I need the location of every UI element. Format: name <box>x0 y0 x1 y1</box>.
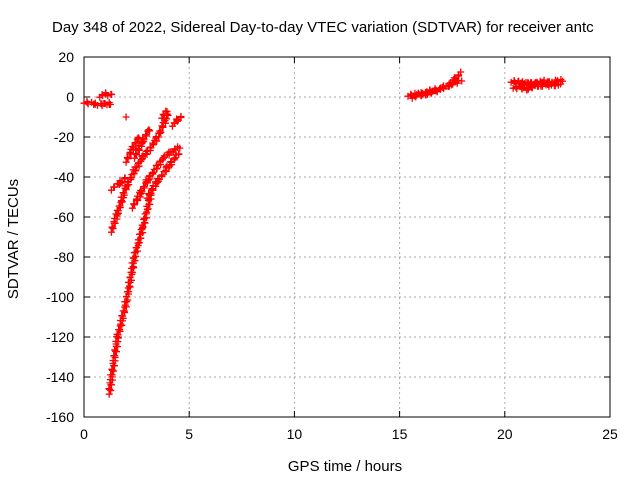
x-tick-label: 10 <box>287 426 303 442</box>
data-point <box>124 155 132 163</box>
data-point <box>123 154 131 161</box>
data-point <box>112 347 120 355</box>
data-point <box>146 200 154 208</box>
data-point <box>156 127 164 135</box>
y-tick-label: 0 <box>66 89 74 105</box>
data-point <box>433 88 441 96</box>
y-tick-label: 20 <box>58 49 74 65</box>
y-axis-label: SDTVAR / TECUs <box>5 179 22 299</box>
x-tick-label: 25 <box>602 426 618 442</box>
data-point <box>145 126 153 134</box>
data-points <box>80 68 566 398</box>
data-point <box>106 100 114 108</box>
data-point <box>134 134 142 142</box>
y-tick-label: -60 <box>54 209 74 225</box>
x-tick-label: 0 <box>80 426 88 442</box>
data-point <box>108 365 116 373</box>
data-point <box>118 321 126 329</box>
data-point <box>108 91 116 98</box>
data-point <box>450 74 458 82</box>
data-point <box>108 223 116 231</box>
data-point <box>110 183 118 191</box>
data-point <box>109 225 117 233</box>
data-point <box>137 187 145 194</box>
y-tick-label: -160 <box>46 409 74 425</box>
data-point <box>115 202 123 210</box>
data-point <box>141 219 149 227</box>
grid <box>84 57 610 417</box>
data-point <box>167 158 175 166</box>
x-axis-label: GPS time / hours <box>288 458 402 475</box>
data-point <box>158 122 166 130</box>
data-point <box>131 139 139 147</box>
data-point <box>122 113 130 121</box>
plot-frame <box>83 56 611 418</box>
y-tick-label: -100 <box>46 289 74 305</box>
data-point <box>153 165 161 173</box>
data-point <box>146 127 154 135</box>
data-point <box>142 147 150 155</box>
data-point <box>557 80 565 88</box>
data-point <box>148 185 156 193</box>
x-tick-label: 15 <box>392 426 408 442</box>
x-tick-label: 20 <box>497 426 513 442</box>
data-point <box>115 326 123 334</box>
data-point <box>130 200 138 208</box>
data-point <box>175 150 183 158</box>
data-point <box>163 108 171 116</box>
data-point <box>171 154 178 162</box>
data-point <box>132 150 140 158</box>
y-tick-label: -140 <box>46 369 74 385</box>
data-point <box>109 366 116 374</box>
data-point <box>133 151 140 159</box>
data-point <box>157 128 165 136</box>
data-point <box>173 115 181 123</box>
y-tick-label: -20 <box>54 129 74 145</box>
data-point <box>145 190 153 198</box>
data-point <box>132 167 140 175</box>
data-point <box>121 174 129 182</box>
data-point <box>124 296 132 304</box>
data-point <box>439 83 447 91</box>
chart-title: Day 348 of 2022, Sidereal Day-to-day VTE… <box>52 19 594 36</box>
data-point <box>100 100 108 107</box>
data-point <box>176 144 184 152</box>
data-point <box>139 135 147 142</box>
x-tick-label: 5 <box>185 426 193 442</box>
data-point <box>119 312 126 320</box>
data-point <box>177 113 185 120</box>
y-tick-label: -120 <box>46 329 74 345</box>
data-point <box>123 288 131 296</box>
data-point <box>128 143 136 150</box>
data-point <box>140 183 148 191</box>
data-point <box>142 131 150 139</box>
y-tick-label: -80 <box>54 249 74 265</box>
axis-ticks: 0 5 10 15 20 25 20 0 -20 -40 -60 -80 -100 -120 -140 -16… <box>46 49 618 442</box>
data-point <box>457 68 465 76</box>
y-tick-label: -40 <box>54 169 74 185</box>
data-point <box>104 92 112 100</box>
data-point <box>119 307 127 315</box>
data-point <box>411 92 419 100</box>
data-point <box>551 82 559 90</box>
data-point <box>547 81 555 89</box>
data-point <box>105 385 113 393</box>
data-point <box>149 169 157 177</box>
data-point <box>154 175 162 183</box>
data-point <box>458 77 466 85</box>
data-point <box>544 78 551 86</box>
data-point <box>119 198 126 206</box>
